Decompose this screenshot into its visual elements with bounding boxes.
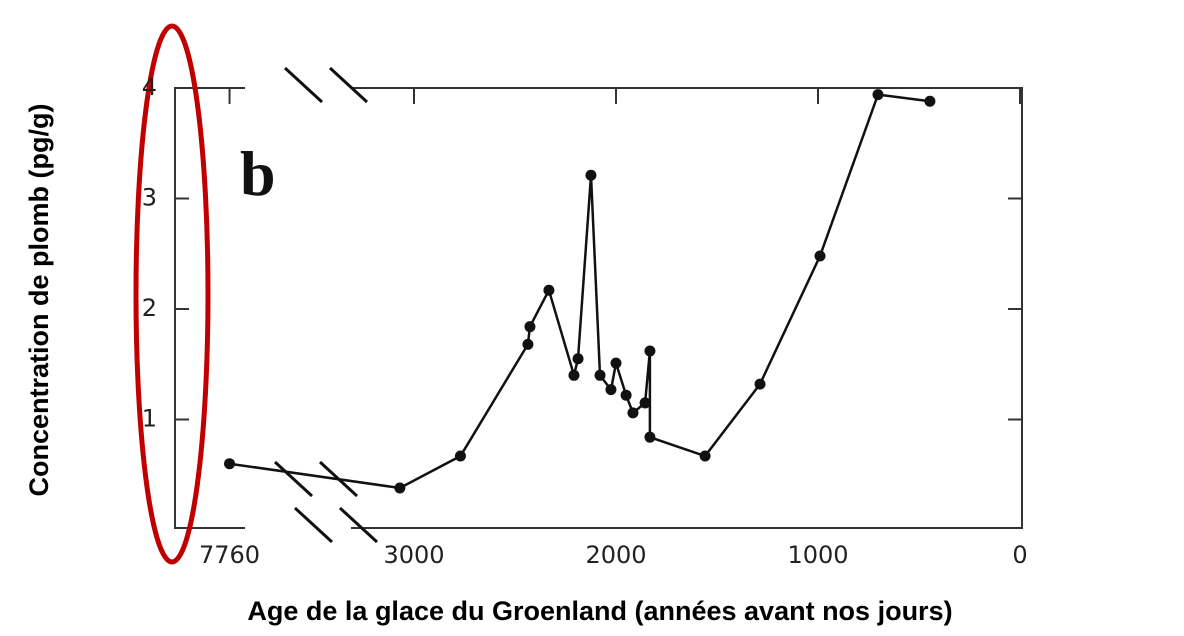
x-tick-label: 2000 [585, 541, 646, 569]
data-point [644, 431, 656, 443]
data-point [620, 389, 632, 401]
data-point [644, 345, 656, 357]
data-point [610, 357, 622, 369]
data-point [585, 169, 597, 181]
data-point [394, 482, 406, 494]
data-point [594, 369, 606, 381]
data-point [627, 407, 639, 419]
data-point [872, 89, 884, 101]
data-point [224, 458, 236, 470]
data-point [639, 397, 651, 409]
highlight-ellipse [133, 23, 211, 565]
axis-break-gap [245, 80, 351, 535]
y-tick-label: 1 [142, 405, 157, 433]
x-tick-label: 1000 [787, 541, 848, 569]
data-point [572, 353, 584, 365]
data-point [522, 338, 534, 350]
y-axis-label: Concentration de plomb (pg/g) [24, 104, 54, 497]
data-point [754, 378, 766, 390]
data-point [543, 284, 555, 296]
data-point [524, 321, 536, 333]
data-point [454, 450, 466, 462]
x-tick-label: 7760 [199, 541, 260, 569]
y-tick-label: 4 [142, 73, 157, 101]
axis-break-marks [273, 66, 379, 544]
y-tick-label: 2 [142, 294, 157, 322]
x-tick-label: 3000 [383, 541, 444, 569]
data-point [924, 95, 936, 107]
data-point [699, 450, 711, 462]
x-tick-label: 0 [1012, 541, 1027, 569]
y-tick-label: 3 [142, 184, 157, 212]
data-point [605, 384, 617, 396]
data-line [229, 93, 931, 490]
panel-label: b [240, 138, 276, 209]
data-point [568, 369, 580, 381]
data-point [814, 250, 826, 262]
x-axis-label: Age de la glace du Groenland (années ava… [247, 596, 952, 626]
